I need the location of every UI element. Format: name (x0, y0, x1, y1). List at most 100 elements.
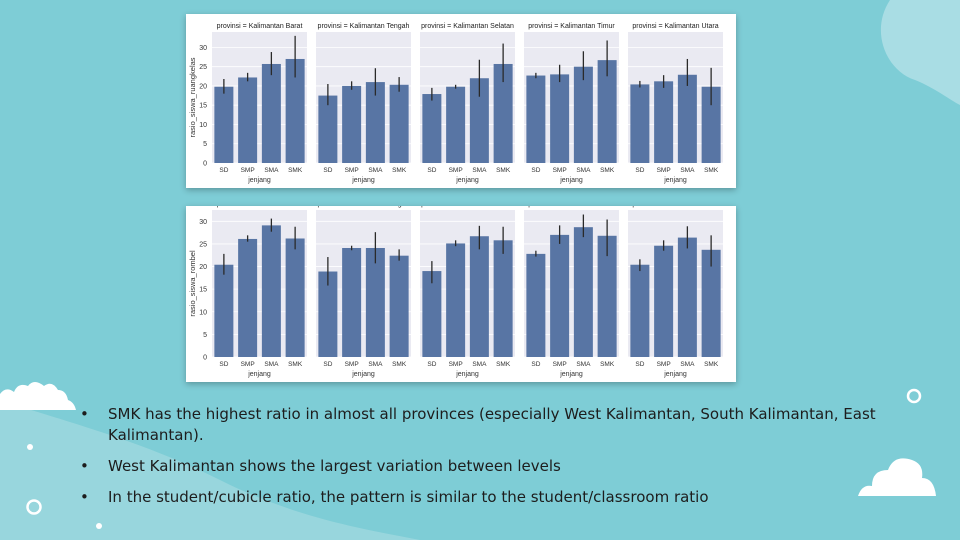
x-axis-label: jenjang (663, 177, 687, 184)
facet-title: provinsi = Kalimantan Utara (632, 23, 718, 30)
x-tick-label: SMK (392, 361, 407, 368)
facet-title: provinsi = Kalimantan Tengah (318, 206, 410, 208)
bar (318, 95, 338, 163)
bar (389, 255, 409, 357)
x-tick-label: SMK (496, 167, 511, 174)
x-axis-label: jenjang (663, 371, 687, 378)
x-tick-label: SD (531, 167, 540, 174)
bar (365, 247, 385, 357)
bar (550, 74, 570, 163)
x-tick-label: SMK (600, 167, 615, 174)
bar (214, 86, 234, 163)
bullet-text: West Kalimantan shows the largest variat… (108, 457, 561, 475)
y-tick-label: 0 (203, 161, 207, 168)
x-tick-label: SMK (704, 361, 719, 368)
decorative-ring-left (26, 499, 42, 515)
bar (677, 237, 697, 357)
x-axis-label: jenjang (559, 371, 583, 378)
facet-title: provinsi = Kalimantan Selatan (421, 23, 514, 30)
facet-title: provinsi = Kalimantan Barat (217, 206, 303, 208)
x-tick-label: SMK (288, 361, 303, 368)
x-tick-label: SMK (600, 361, 615, 368)
x-tick-label: SMP (449, 361, 463, 368)
x-tick-label: SD (219, 167, 228, 174)
x-tick-label: SMK (704, 167, 719, 174)
facet-title: provinsi = Kalimantan Selatan (421, 206, 514, 208)
decorative-wave-bottom-left (0, 400, 420, 540)
x-tick-label: SMP (345, 361, 359, 368)
x-tick-label: SMK (496, 361, 511, 368)
y-axis-label: rasio_siswa_ruangkelas (188, 57, 197, 137)
bar (261, 63, 281, 163)
x-axis-label: jenjang (247, 177, 271, 184)
x-tick-label: SD (219, 361, 228, 368)
bar (550, 234, 570, 357)
facet-title: provinsi = Kalimantan Timur (528, 206, 615, 208)
chart-rombel-svg: rasio_siswa_rombel 0 5 10 15 20 25 30 provinsi =… (188, 206, 723, 378)
bar (238, 77, 258, 163)
y-tick-label: 15 (199, 287, 207, 294)
x-tick-label: SD (531, 361, 540, 368)
bar (446, 243, 466, 357)
y-tick-label: 20 (199, 83, 207, 90)
x-tick-label: SMP (657, 361, 671, 368)
decorative-ring-right (906, 388, 922, 404)
x-axis-label: jenjang (455, 371, 479, 378)
bullet-dot: • (80, 488, 89, 506)
bullet-dot: • (80, 457, 89, 475)
bar (493, 240, 513, 357)
x-tick-label: SMA (264, 361, 279, 368)
x-tick-label: SMP (553, 361, 567, 368)
bar (285, 238, 305, 357)
bar (493, 63, 513, 163)
x-tick-label: SMP (345, 167, 359, 174)
bar (654, 245, 674, 357)
facet-title: provinsi = Kalimantan Barat (217, 23, 303, 30)
bar (526, 253, 546, 357)
bar (701, 86, 721, 163)
chart-ruangkelas-svg: rasio_siswa_ruangkelas 0 5 10 15 20 25 30 provin… (188, 23, 723, 184)
bar (573, 66, 593, 163)
bar (630, 264, 650, 357)
y-tick-label: 10 (199, 122, 207, 129)
bar (446, 86, 466, 163)
x-tick-label: SMA (576, 167, 591, 174)
x-axis-label: jenjang (559, 177, 583, 184)
bullet-dot: • (80, 405, 89, 423)
x-tick-label: SMA (680, 167, 695, 174)
y-tick-label: 15 (199, 103, 207, 110)
x-tick-label: SMA (472, 361, 487, 368)
bar (285, 58, 305, 163)
x-tick-label: SMA (576, 361, 591, 368)
y-tick-label: 20 (199, 264, 207, 271)
y-tick-label: 25 (199, 241, 207, 248)
bar (469, 236, 489, 357)
bar (597, 60, 617, 164)
x-tick-label: SMA (472, 167, 487, 174)
y-tick-label: 5 (203, 141, 207, 148)
x-tick-label: SMP (553, 167, 567, 174)
x-tick-label: SD (635, 167, 644, 174)
bar (701, 249, 721, 357)
facet-title: provinsi = Kalimantan Utara (632, 206, 718, 208)
bar (318, 271, 338, 357)
bullet-text: SMK has the highest ratio in almost all … (108, 405, 876, 444)
x-axis-label: jenjang (247, 371, 271, 378)
bullet-item: • West Kalimantan shows the largest vari… (80, 456, 900, 477)
y-tick-label: 10 (199, 309, 207, 316)
x-axis-label: jenjang (351, 177, 375, 184)
decorative-dot-left (27, 444, 33, 450)
x-tick-label: SMP (241, 167, 255, 174)
x-axis-label: jenjang (455, 177, 479, 184)
decorative-blob-top-right (880, 0, 960, 105)
bar (469, 78, 489, 163)
y-tick-label: 0 (203, 355, 207, 362)
x-tick-label: SMA (368, 167, 383, 174)
chart-rombel: rasio_siswa_rombel 0 5 10 15 20 25 30 provinsi =… (186, 206, 736, 382)
x-tick-label: SMP (241, 361, 255, 368)
bar (389, 84, 409, 163)
facet-title: provinsi = Kalimantan Tengah (318, 23, 410, 30)
x-tick-label: SMA (264, 167, 279, 174)
decorative-dot-bottom (96, 523, 102, 529)
bar (214, 264, 234, 357)
